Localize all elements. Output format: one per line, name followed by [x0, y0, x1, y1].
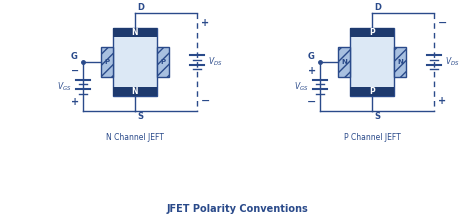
Text: N: N: [132, 28, 138, 37]
Bar: [101, 47, 113, 77]
Text: $V_{DS}$: $V_{DS}$: [445, 56, 460, 68]
Text: +: +: [438, 96, 446, 106]
Text: G: G: [71, 52, 78, 61]
Text: P: P: [369, 87, 375, 96]
Text: G: G: [308, 52, 315, 61]
Text: P Channel JEFT: P Channel JEFT: [344, 133, 401, 142]
Bar: [350, 28, 394, 96]
Bar: [113, 87, 157, 96]
Text: $V_{DS}$: $V_{DS}$: [208, 56, 223, 68]
Bar: [394, 47, 406, 77]
Text: N: N: [341, 59, 347, 65]
Text: $V_{GS}$: $V_{GS}$: [294, 80, 309, 93]
Bar: [350, 28, 394, 37]
Text: JFET Polarity Conventions: JFET Polarity Conventions: [166, 204, 308, 214]
Text: $V_{GS}$: $V_{GS}$: [57, 80, 72, 93]
Text: −: −: [201, 96, 210, 106]
Text: D: D: [137, 3, 144, 12]
Text: P: P: [104, 59, 109, 65]
Text: −: −: [438, 18, 447, 28]
Text: P: P: [160, 59, 165, 65]
Text: +: +: [71, 97, 79, 107]
Text: D: D: [374, 3, 381, 12]
Bar: [113, 28, 157, 96]
Text: +: +: [308, 66, 316, 76]
Text: +: +: [201, 18, 209, 28]
Text: −: −: [307, 97, 316, 107]
Text: S: S: [374, 112, 380, 121]
Text: P: P: [369, 28, 375, 37]
Bar: [157, 47, 169, 77]
Text: −: −: [71, 66, 79, 76]
Bar: [113, 28, 157, 37]
Text: N Channel JEFT: N Channel JEFT: [106, 133, 164, 142]
Text: N: N: [132, 87, 138, 96]
Bar: [350, 87, 394, 96]
Bar: [338, 47, 350, 77]
Text: S: S: [137, 112, 143, 121]
Text: N: N: [397, 59, 403, 65]
